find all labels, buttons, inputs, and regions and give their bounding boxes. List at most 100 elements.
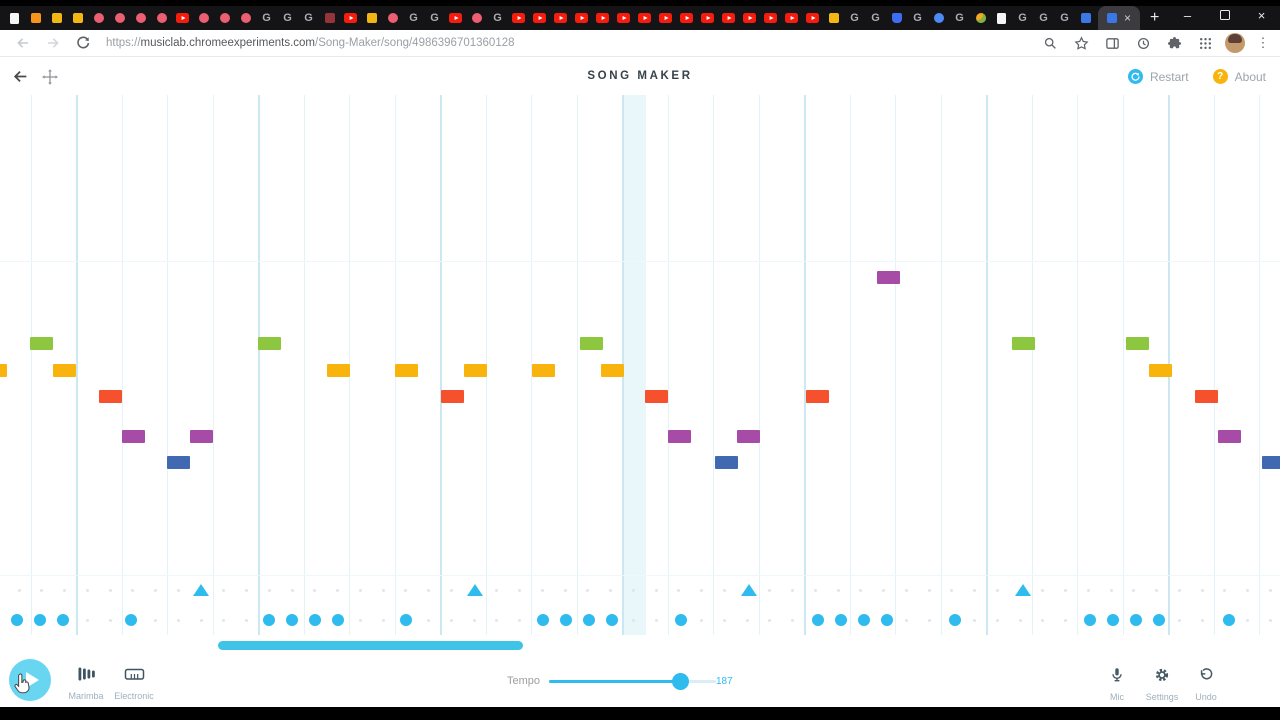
tab-close-icon[interactable]: × [1124,11,1132,25]
percussion-circle[interactable] [1107,614,1119,626]
tab-yt-favicon[interactable] [802,9,823,27]
percussion-cell-dot[interactable] [495,618,499,622]
percussion-cell-dot[interactable] [1018,618,1022,622]
percussion-circle[interactable] [263,614,275,626]
note-yellow[interactable] [532,364,555,377]
note-yellow[interactable] [0,364,7,377]
note-green[interactable] [30,337,53,350]
note-red[interactable] [645,390,668,403]
instrument-electronic-button[interactable]: Electronic [110,666,158,701]
tab-pink-favicon[interactable] [151,9,172,27]
percussion-cell-dot[interactable] [586,588,590,592]
percussion-cell-dot[interactable] [995,588,999,592]
mic-button[interactable]: Mic [1091,667,1143,702]
maximize-button[interactable] [1206,0,1243,30]
tab-yt-favicon[interactable] [697,9,718,27]
browser-menu-icon[interactable]: ⋮ [1256,35,1270,50]
percussion-cell-dot[interactable] [222,618,226,622]
tab-yt-favicon[interactable] [445,9,466,27]
tab-yt-favicon[interactable] [676,9,697,27]
percussion-circle[interactable] [606,614,618,626]
tab-pink-favicon[interactable] [214,9,235,27]
tab-bluecircle-favicon[interactable] [928,9,949,27]
percussion-circle[interactable] [560,614,572,626]
tab-color-favicon[interactable] [970,9,991,27]
address-bar[interactable]: https://musiclab.chromeexperiments.com/S… [106,37,515,49]
percussion-cell-dot[interactable] [927,588,931,592]
tab-g-favicon[interactable]: G [409,12,418,24]
percussion-cell-dot[interactable] [745,618,749,622]
tab-yt-favicon[interactable] [592,9,613,27]
note-green[interactable] [580,337,603,350]
back-icon[interactable] [8,35,38,51]
percussion-cell-dot[interactable] [1041,618,1045,622]
percussion-cell-dot[interactable] [1155,588,1159,592]
percussion-cell-dot[interactable] [768,588,772,592]
percussion-cell-dot[interactable] [973,588,977,592]
note-purple[interactable] [122,430,145,443]
percussion-circle[interactable] [675,614,687,626]
pan-move-icon[interactable] [42,68,58,90]
tab-yellow-favicon[interactable] [46,9,67,27]
note-yellow[interactable] [395,364,418,377]
extensions-puzzle-icon[interactable] [1163,36,1185,51]
tab-yt-favicon[interactable] [529,9,550,27]
percussion-circle[interactable] [812,614,824,626]
note-yellow[interactable] [601,364,624,377]
percussion-cell-dot[interactable] [836,588,840,592]
percussion-cell-dot[interactable] [1246,588,1250,592]
percussion-circle[interactable] [949,614,961,626]
about-button[interactable]: ? About [1212,69,1266,84]
tab-g-favicon[interactable]: G [871,12,880,24]
percussion-circle[interactable] [57,614,69,626]
percussion-cell-dot[interactable] [358,618,362,622]
profile-avatar[interactable] [1225,33,1245,53]
percussion-cell-dot[interactable] [222,588,226,592]
tab-pink-favicon[interactable] [109,9,130,27]
tab-g-favicon[interactable]: G [913,12,922,24]
percussion-cell-dot[interactable] [518,588,522,592]
note-yellow[interactable] [327,364,350,377]
settings-button[interactable]: Settings [1136,667,1188,702]
percussion-cell-dot[interactable] [176,588,180,592]
tab-shield-favicon[interactable] [886,9,907,27]
percussion-cell-dot[interactable] [449,588,453,592]
percussion-cell-dot[interactable] [973,618,977,622]
percussion-cell-dot[interactable] [131,588,135,592]
tab-bluesq-favicon[interactable] [1075,9,1096,27]
percussion-cell-dot[interactable] [1223,588,1227,592]
note-purple[interactable] [1218,430,1241,443]
percussion-triangle[interactable] [1015,584,1031,596]
percussion-cell-dot[interactable] [722,618,726,622]
percussion-cell-dot[interactable] [995,618,999,622]
percussion-circle[interactable] [309,614,321,626]
note-yellow[interactable] [464,364,487,377]
percussion-cell-dot[interactable] [1086,588,1090,592]
percussion-cell-dot[interactable] [1041,588,1045,592]
note-red[interactable] [806,390,829,403]
tab-g-favicon[interactable]: G [1060,12,1069,24]
tab-g-favicon[interactable]: G [850,12,859,24]
tab-doc-favicon[interactable] [991,9,1012,27]
percussion-cell-dot[interactable] [1268,618,1272,622]
note-green[interactable] [1012,337,1035,350]
percussion-circle[interactable] [34,614,46,626]
percussion-cell-dot[interactable] [381,588,385,592]
percussion-cell-dot[interactable] [882,588,886,592]
percussion-cell-dot[interactable] [472,618,476,622]
percussion-cell-dot[interactable] [631,588,635,592]
tab-yt-favicon[interactable] [739,9,760,27]
percussion-cell-dot[interactable] [950,588,954,592]
tab-pink-favicon[interactable] [130,9,151,27]
percussion-cell-dot[interactable] [791,588,795,592]
percussion-cell-dot[interactable] [495,588,499,592]
percussion-cell-dot[interactable] [40,588,44,592]
tab-yt-favicon[interactable] [655,9,676,27]
percussion-cell-dot[interactable] [336,588,340,592]
percussion-circle[interactable] [1084,614,1096,626]
tempo-slider-knob[interactable] [672,673,689,690]
percussion-circle[interactable] [286,614,298,626]
note-green[interactable] [258,337,281,350]
percussion-cell-dot[interactable] [154,618,158,622]
percussion-cell-dot[interactable] [540,588,544,592]
